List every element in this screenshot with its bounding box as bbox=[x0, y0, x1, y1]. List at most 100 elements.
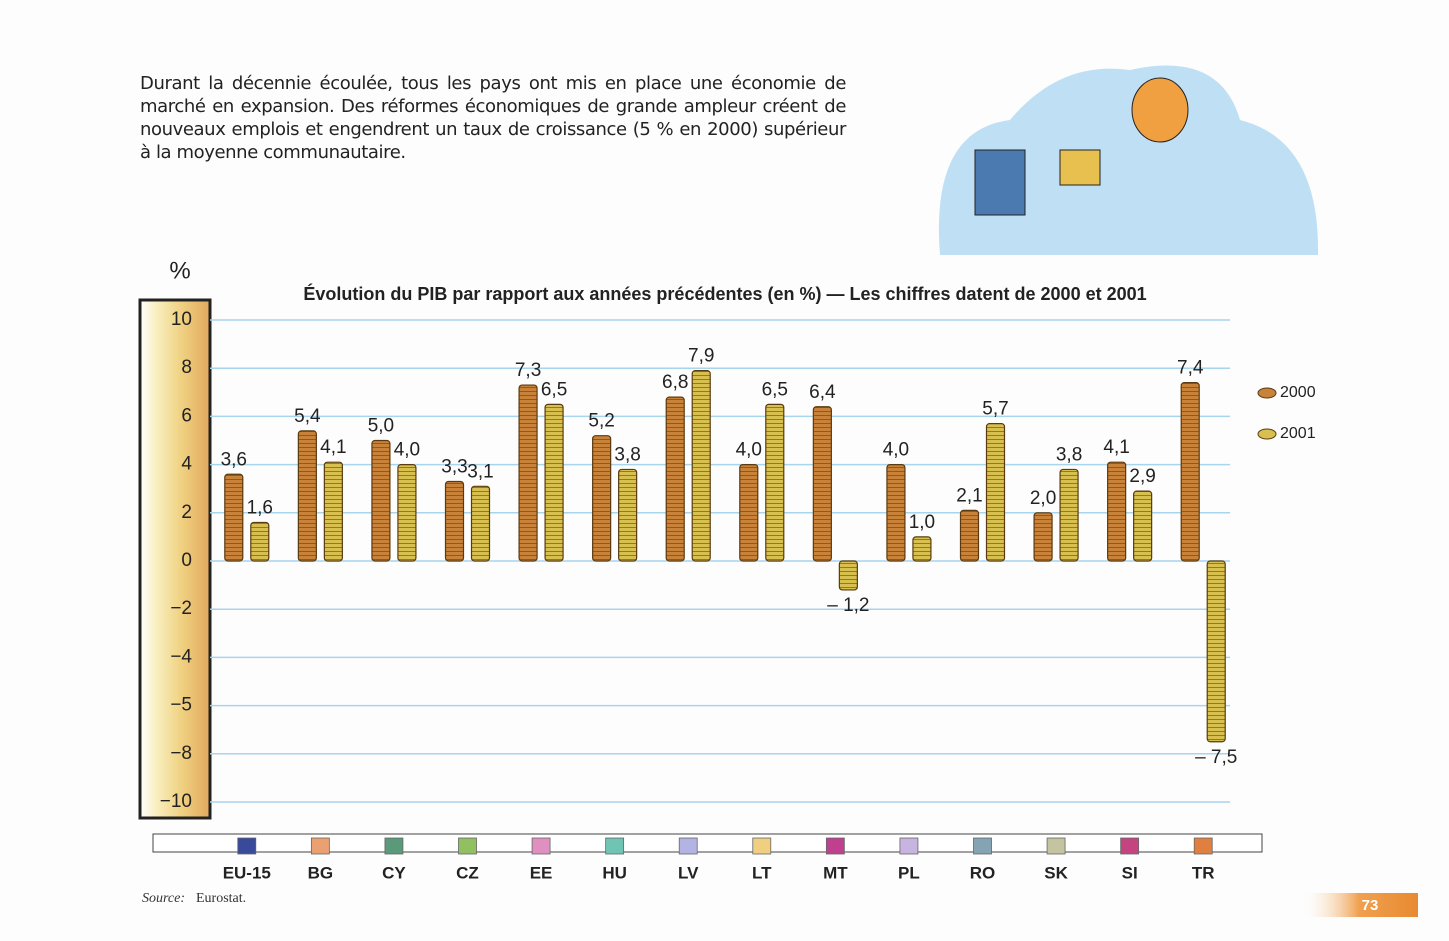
value-label: 5,0 bbox=[368, 416, 394, 437]
bar bbox=[1107, 461, 1127, 562]
value-label: 3,3 bbox=[441, 456, 467, 477]
chart-title: Évolution du PIB par rapport aux années … bbox=[303, 283, 1146, 304]
y-tick-label: −5 bbox=[170, 695, 192, 716]
bar bbox=[665, 396, 685, 562]
page-number-box bbox=[1300, 893, 1418, 917]
value-label: 4,0 bbox=[736, 440, 762, 461]
y-tick-label: 0 bbox=[181, 550, 192, 571]
x-tick-label: CY bbox=[382, 863, 406, 882]
value-label: 6,5 bbox=[762, 379, 788, 400]
category-swatch bbox=[531, 837, 551, 855]
bar bbox=[886, 464, 906, 562]
bar bbox=[1180, 382, 1200, 562]
bar bbox=[250, 521, 270, 562]
value-label: 3,6 bbox=[221, 449, 247, 470]
category-swatch bbox=[310, 837, 330, 855]
y-tick-label: 6 bbox=[181, 405, 192, 426]
illustration-background bbox=[938, 65, 1319, 255]
bar bbox=[592, 435, 612, 562]
bar bbox=[812, 406, 832, 562]
value-label: 2,9 bbox=[1129, 466, 1155, 487]
value-label: 5,4 bbox=[294, 406, 321, 427]
x-tick-label: PL bbox=[898, 863, 920, 882]
y-tick-label: −8 bbox=[170, 743, 192, 764]
x-tick-label: CZ bbox=[456, 863, 479, 882]
illustration-figure bbox=[1131, 77, 1189, 143]
bar bbox=[1206, 560, 1226, 743]
x-tick-label: HU bbox=[602, 863, 627, 882]
y-tick-label: −2 bbox=[170, 598, 192, 619]
bar bbox=[518, 384, 538, 562]
category-swatch bbox=[605, 837, 625, 855]
value-label: 4,0 bbox=[883, 440, 909, 461]
x-tick-label: LV bbox=[678, 863, 699, 882]
page-number: 73 bbox=[1362, 897, 1379, 914]
category-swatch bbox=[973, 837, 992, 855]
value-label: 7,3 bbox=[515, 360, 541, 381]
bar bbox=[470, 485, 491, 562]
value-label: 1,6 bbox=[247, 497, 273, 518]
value-label: 4,1 bbox=[320, 437, 346, 458]
value-label: 5,7 bbox=[982, 399, 1008, 420]
y-tick-label: −4 bbox=[170, 646, 192, 667]
y-tick-label: 10 bbox=[171, 309, 192, 330]
bar bbox=[444, 480, 465, 562]
category-swatch bbox=[237, 837, 257, 855]
bar bbox=[371, 439, 391, 562]
value-label: 3,8 bbox=[1056, 444, 1082, 465]
value-label: 2,1 bbox=[956, 485, 982, 506]
legend-swatch bbox=[1257, 387, 1277, 399]
value-label: 6,5 bbox=[541, 379, 567, 400]
bar bbox=[323, 461, 343, 562]
value-label: 4,1 bbox=[1103, 437, 1129, 458]
bar bbox=[838, 560, 858, 591]
value-label: 3,8 bbox=[614, 444, 640, 465]
bar bbox=[618, 468, 638, 562]
category-swatch bbox=[458, 837, 477, 855]
value-label: 6,8 bbox=[662, 372, 688, 393]
value-label: 7,9 bbox=[688, 346, 714, 367]
source: Eurostat. bbox=[196, 891, 246, 906]
value-label: 2,0 bbox=[1030, 488, 1056, 509]
value-label: 7,4 bbox=[1177, 358, 1204, 379]
category-swatch bbox=[752, 837, 772, 855]
x-tick-label: SI bbox=[1122, 863, 1138, 882]
bar bbox=[1059, 468, 1079, 562]
value-label: 4,0 bbox=[394, 440, 420, 461]
x-tick-label: EU-15 bbox=[223, 863, 271, 882]
y-tick-label: 2 bbox=[181, 502, 192, 523]
category-swatch bbox=[1120, 837, 1140, 855]
x-tick-label: TR bbox=[1192, 863, 1215, 882]
value-label: – 7,5 bbox=[1195, 747, 1237, 768]
illustration-coins bbox=[1059, 149, 1101, 186]
bar bbox=[912, 536, 932, 562]
category-swatch bbox=[1046, 837, 1066, 855]
y-tick-label: −10 bbox=[160, 791, 192, 812]
value-label: 3,1 bbox=[467, 461, 493, 482]
source-label: Source: bbox=[142, 891, 185, 906]
x-tick-label: SK bbox=[1044, 863, 1068, 882]
intro-text: Durant la décennie écoulée, tous les pay… bbox=[140, 73, 846, 163]
category-swatch bbox=[678, 837, 698, 855]
value-label: 6,4 bbox=[809, 382, 836, 403]
y-tick-label: 8 bbox=[181, 357, 192, 378]
legend-swatch bbox=[1257, 428, 1277, 440]
category-swatch bbox=[384, 837, 404, 855]
category-swatch bbox=[825, 837, 845, 855]
bar bbox=[544, 403, 564, 562]
bar bbox=[224, 473, 244, 562]
x-tick-label: BG bbox=[308, 863, 334, 882]
y-axis-label: % bbox=[169, 257, 190, 284]
bar bbox=[739, 464, 759, 562]
bar bbox=[1133, 490, 1153, 562]
bar bbox=[397, 464, 417, 562]
category-swatch bbox=[899, 837, 919, 855]
x-tick-label: RO bbox=[970, 863, 996, 882]
bar bbox=[297, 430, 317, 562]
category-swatch bbox=[1193, 837, 1213, 855]
value-label: 1,0 bbox=[909, 512, 935, 533]
bar bbox=[1033, 512, 1053, 562]
x-tick-label: LT bbox=[752, 863, 772, 882]
